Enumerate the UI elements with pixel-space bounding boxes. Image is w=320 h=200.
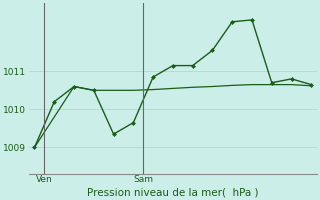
X-axis label: Pression niveau de la mer(  hPa ): Pression niveau de la mer( hPa ) bbox=[87, 187, 259, 197]
